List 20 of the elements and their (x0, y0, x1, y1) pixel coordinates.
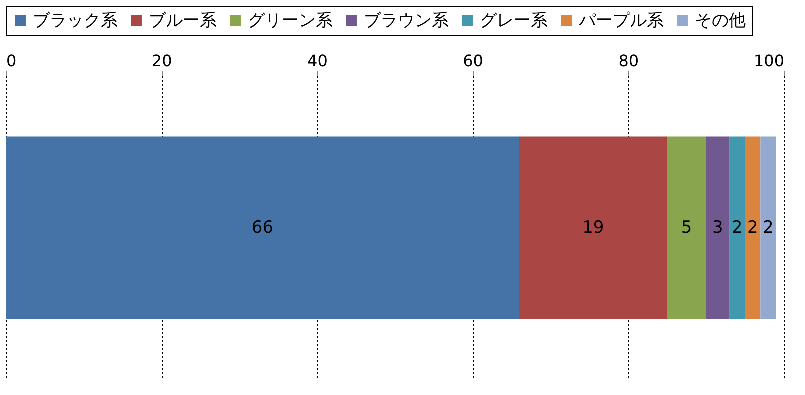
x-tick-label: 80 (618, 52, 640, 70)
legend-label: その他 (695, 10, 746, 31)
legend-label: グリーン系 (248, 10, 333, 31)
legend-label: パープル系 (578, 10, 664, 31)
x-tick-label: 0 (6, 52, 17, 70)
legend-label: ブルー系 (149, 10, 217, 31)
x-tick-label: 40 (308, 52, 328, 70)
legend-label: ブラウン系 (364, 10, 449, 31)
data-label: 66 (252, 218, 274, 238)
legend-label: グレー系 (480, 10, 548, 31)
data-label: 2 (732, 218, 743, 238)
x-tick-label: 100 (754, 52, 784, 70)
x-tick-label: 20 (152, 52, 172, 70)
data-label: 19 (582, 218, 604, 238)
legend-label: ブラック系 (33, 10, 118, 31)
data-label: 2 (747, 218, 758, 238)
data-label: 3 (712, 218, 724, 238)
x-tick-label: 60 (463, 52, 484, 70)
data-label: 5 (681, 218, 692, 238)
data-label: 2 (763, 218, 774, 238)
